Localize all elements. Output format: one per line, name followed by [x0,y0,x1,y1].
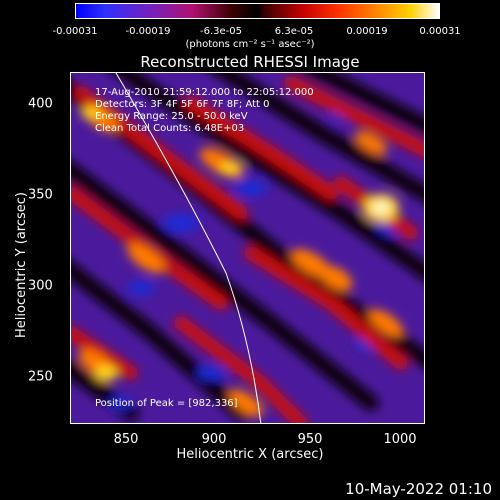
colorbar-tick: 0.00019 [346,26,388,37]
detectors: Detectors: 3F 4F 5F 6F 7F 8F; Att 0 [95,99,270,110]
colorbar-tick: 0.00031 [419,26,461,37]
y-axis-label: Heliocentric Y (arcsec) [14,192,29,338]
x-tick: 900 [201,432,227,447]
y-tick: 350 [28,187,53,203]
image-map [71,73,424,423]
y-tick: 250 [28,369,53,385]
peak-position: Position of Peak = [982,336] [95,398,238,409]
colorbar-units: (photons cm⁻² s⁻¹ asec⁻²) [185,39,315,50]
colorbar-tick: -6.3e-05 [200,26,242,37]
x-tick: 850 [113,432,139,447]
total-counts: Clean Total Counts: 6.48E+03 [95,123,245,134]
time-range: 17-Aug-2010 21:59:12.000 to 22:05:12.000 [95,87,314,98]
image-title: Reconstructed RHESSI Image [140,53,360,71]
colorbar-tick: 6.3e-05 [274,26,314,37]
observation-info: 17-Aug-2010 21:59:12.000 to 22:05:12.000… [95,87,314,135]
footer-date: 10-May-2022 01:10 [345,480,492,498]
x-tick: 950 [297,432,323,447]
y-tick: 400 [28,96,53,112]
x-tick: 1000 [383,432,417,447]
colorbar-tick: -0.00031 [52,26,98,37]
rhessi-image: 17-Aug-2010 21:59:12.000 to 22:05:12.000… [70,72,425,424]
y-tick: 300 [28,278,53,294]
colorbar [75,3,440,19]
energy-range: Energy Range: 25.0 - 50.0 keV [95,111,248,122]
colorbar-tick: -0.00019 [125,26,171,37]
x-axis-label: Heliocentric X (arcsec) [176,447,324,462]
